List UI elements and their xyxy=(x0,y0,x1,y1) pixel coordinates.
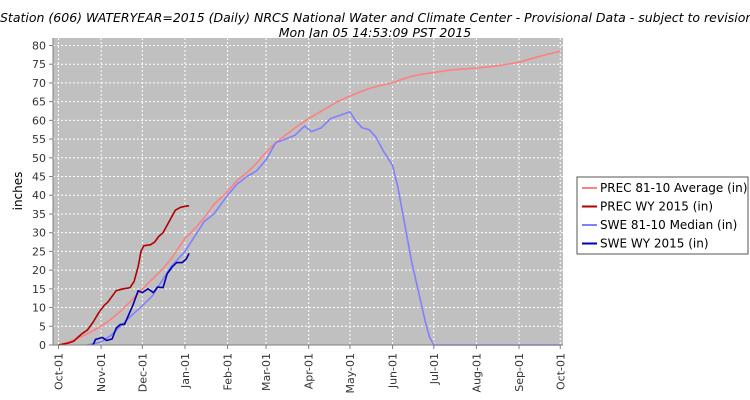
x-tick-label: Sep-01 xyxy=(513,353,526,392)
legend-entry-3: SWE WY 2015 (in) xyxy=(600,237,709,251)
y-tick-label: 20 xyxy=(32,264,46,277)
x-tick-label: Mar-01 xyxy=(260,353,273,391)
y-tick-label: 10 xyxy=(32,302,46,315)
chart-title: Station (606) WATERYEAR=2015 (Daily) NRC… xyxy=(0,10,750,40)
x-tick-label: Dec-01 xyxy=(136,353,149,392)
y-tick-label: 80 xyxy=(32,39,46,52)
y-tick-label: 0 xyxy=(39,339,46,352)
x-tick-label: Jul-01 xyxy=(428,353,441,385)
series-line-3 xyxy=(92,252,190,346)
x-tick-label: Apr-01 xyxy=(303,353,316,389)
y-tick-label: 55 xyxy=(32,133,46,146)
y-axis-label: inches xyxy=(11,172,25,211)
x-tick-label: Aug-01 xyxy=(470,353,483,392)
x-tick-label: Jan-01 xyxy=(179,353,192,389)
y-tick-label: 75 xyxy=(32,58,46,71)
x-tick-label: Nov-01 xyxy=(95,353,108,392)
chart-title-line: Station (606) WATERYEAR=2015 (Daily) NRC… xyxy=(0,10,750,25)
legend-box xyxy=(576,176,749,255)
grid-lines xyxy=(53,38,563,346)
y-tick-label: 50 xyxy=(32,152,46,165)
y-tick-label: 35 xyxy=(32,208,46,221)
plot-area xyxy=(53,38,563,345)
y-tick-label: 65 xyxy=(32,96,46,109)
y-tick-label: 30 xyxy=(32,227,46,240)
x-axis-ticks: Oct-01 Nov-01 Dec-01 Jan-01 Feb-01 Mar-01 Apr-… xyxy=(52,345,567,394)
series-line-1 xyxy=(58,204,190,346)
legend: PREC 81-10 Average (in) PREC WY 2015 (in)… xyxy=(576,176,749,255)
series-lines xyxy=(58,50,561,346)
legend-entry-2: SWE 81-10 Median (in) xyxy=(600,218,737,232)
y-axis-ticks: 0 5 10 15 20 25 30 35 40 45 50 55 60 65 70 75 80 xyxy=(32,39,53,352)
y-tick-label: 40 xyxy=(32,189,46,202)
y-tick-label: 5 xyxy=(39,320,46,333)
y-tick-label: 15 xyxy=(32,283,46,296)
x-tick-label: Feb-01 xyxy=(222,353,235,390)
x-tick-label: Oct-01 xyxy=(554,353,567,390)
y-tick-label: 45 xyxy=(32,171,46,184)
legend-entry-1: PREC WY 2015 (in) xyxy=(600,200,713,214)
y-tick-label: 70 xyxy=(32,77,46,90)
x-tick-label: Oct-01 xyxy=(52,353,65,390)
legend-entry-0: PREC 81-10 Average (in) xyxy=(600,181,747,195)
x-tick-label: Jun-01 xyxy=(387,353,400,389)
y-tick-label: 25 xyxy=(32,245,46,258)
x-tick-label: May-01 xyxy=(344,353,357,394)
y-tick-label: 60 xyxy=(32,114,46,127)
chart-subtitle: Mon Jan 05 14:53:09 PST 2015 xyxy=(278,25,472,40)
